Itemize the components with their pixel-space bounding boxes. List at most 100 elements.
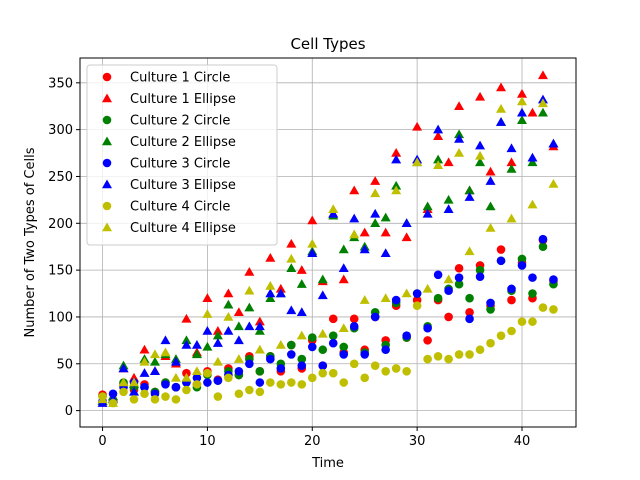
data-point [170,356,181,366]
data-point [433,160,444,169]
data-point [496,256,506,266]
data-point [202,341,213,351]
data-point [370,361,380,370]
data-point [108,389,118,399]
x-axis-ticks: 0 10 20 30 40 [98,427,530,449]
data-point [307,248,318,258]
data-point [108,398,119,407]
data-point [191,349,202,359]
data-point [328,314,338,324]
data-point [380,248,391,258]
x-tick-label: 0 [98,434,106,449]
data-point [328,338,338,348]
data-point [538,242,548,252]
data-point [286,305,297,315]
y-tick-label: 150 [48,264,73,279]
data-point [233,321,244,331]
data-point [423,354,432,364]
data-point [507,326,516,336]
data-point [548,138,559,148]
data-point [391,295,401,305]
data-point [538,234,548,244]
data-point [160,347,171,357]
data-point [360,350,370,359]
data-point [119,387,128,397]
series-8 [97,96,559,407]
data-point [507,284,516,294]
data-point [307,238,318,248]
data-point [296,265,307,274]
data-point [402,331,411,340]
data-point [349,359,359,369]
y-axis-ticks: 0 50 100 150 200 250 300 350 [48,76,80,419]
data-point [275,283,286,293]
series-5 [98,234,558,406]
data-point [328,368,338,378]
legend-marker [102,201,112,211]
data-point [297,361,307,370]
legend-item: Culture 2 Circle [102,114,230,129]
data-point [181,340,192,349]
legend-label: Culture 2 Circle [130,114,230,129]
y-tick-label: 350 [48,76,73,91]
legend: Culture 1 Circle Culture 1 Ellipse Culture… [86,64,278,246]
data-point [349,322,359,331]
data-point [527,107,538,117]
data-point [465,350,474,359]
data-points [97,70,559,408]
data-point [223,326,234,335]
data-point [191,366,202,376]
data-point [212,330,223,340]
data-point [160,335,171,345]
data-point [517,254,527,264]
data-point [496,117,507,126]
data-point [359,244,370,254]
data-point [213,392,223,401]
data-point [129,377,140,387]
legend-marker [102,158,112,168]
data-point [433,124,444,134]
data-point [537,98,548,108]
data-point [140,389,149,399]
data-point [349,213,360,223]
data-point [496,104,507,113]
legend-item: Culture 2 Ellipse [102,135,236,150]
data-point [391,185,402,195]
data-point [212,338,223,347]
legend-marker [102,179,112,189]
data-point [286,263,297,273]
data-point [286,253,297,263]
legend-label: Culture 1 Circle [130,71,230,86]
data-point [276,364,286,373]
data-point [245,359,254,369]
data-point [286,378,296,387]
data-point [506,157,517,167]
data-point [454,134,465,143]
data-point [528,317,537,326]
data-point [307,342,317,352]
data-point [391,148,402,157]
x-tick-label: 40 [514,434,531,449]
data-point [370,188,381,198]
y-tick-label: 0 [65,404,73,419]
data-point [202,309,213,318]
data-point [203,368,212,378]
data-point [486,298,495,308]
data-point [475,345,485,355]
data-point [254,321,265,331]
data-point [454,263,464,273]
data-point [181,335,192,345]
data-point [506,213,517,223]
data-point [475,272,485,281]
data-point [245,385,254,395]
data-point [370,312,380,322]
data-point [465,314,474,324]
data-point [370,176,381,185]
data-point [465,307,474,317]
data-point [233,354,244,363]
data-point [464,246,475,256]
x-tick-label: 30 [409,434,426,449]
data-point [182,385,191,395]
data-point [244,285,255,295]
